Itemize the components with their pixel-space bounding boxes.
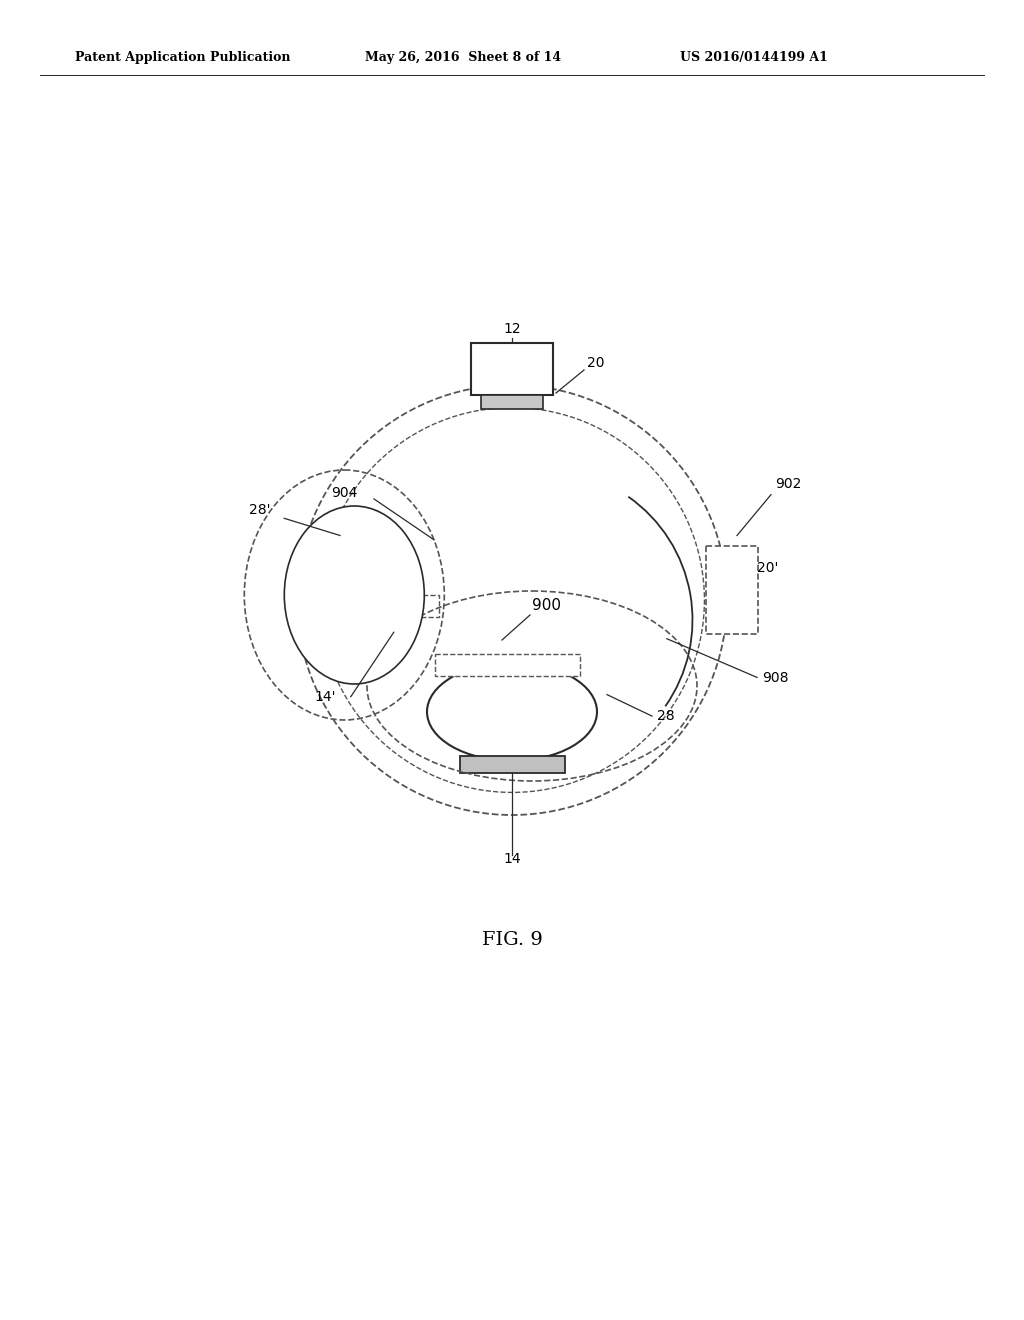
Text: FIG. 9: FIG. 9 [481, 931, 543, 949]
Ellipse shape [427, 663, 597, 760]
Bar [434, 653, 580, 676]
Text: 20: 20 [587, 356, 604, 370]
Text: 908: 908 [762, 671, 788, 685]
Text: 904: 904 [331, 486, 357, 500]
Text: 14': 14' [314, 690, 336, 704]
Bar [460, 756, 564, 772]
Ellipse shape [285, 506, 424, 684]
Text: Patent Application Publication: Patent Application Publication [75, 51, 291, 65]
Text: US 2016/0144199 A1: US 2016/0144199 A1 [680, 51, 827, 65]
Bar [481, 395, 543, 409]
Text: 900: 900 [532, 598, 561, 612]
Text: 12: 12 [503, 322, 521, 337]
Text: 14: 14 [503, 851, 521, 866]
Bar [471, 343, 553, 395]
Text: 28: 28 [657, 709, 675, 723]
Text: 902: 902 [775, 478, 802, 491]
Bar [349, 595, 438, 616]
Text: 28': 28' [249, 503, 270, 517]
Text: 20': 20' [757, 561, 778, 576]
Text: May 26, 2016  Sheet 8 of 14: May 26, 2016 Sheet 8 of 14 [365, 51, 561, 65]
Bar [706, 546, 758, 634]
